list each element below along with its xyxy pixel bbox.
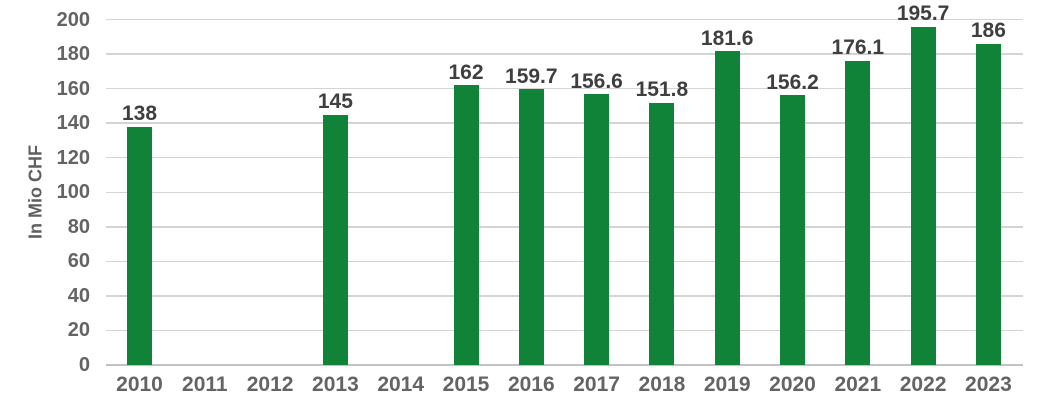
x-tick-label-2017: 2017 — [573, 373, 620, 396]
x-tick-label-2015: 2015 — [442, 373, 490, 396]
x-tick-label-2022: 2022 — [899, 373, 947, 396]
x-axis-line — [106, 364, 1023, 366]
data-label-2019: 181.6 — [700, 26, 754, 50]
data-label-2013: 145 — [317, 90, 353, 113]
y-tick-label: 40 — [67, 284, 90, 307]
y-tick-label: 0 — [78, 354, 90, 376]
bar-2010 — [127, 126, 152, 365]
y-tick-label: 100 — [56, 181, 90, 204]
data-label-2016: 159.7 — [505, 64, 558, 88]
data-label-2018: 151.8 — [635, 78, 689, 102]
y-tick-label: 80 — [67, 215, 90, 238]
y-tick-label: 20 — [67, 319, 90, 342]
gridline — [106, 53, 1023, 55]
x-tick-label-2016: 2016 — [507, 373, 555, 396]
y-tick-label: 60 — [67, 250, 90, 273]
bar-2018 — [649, 102, 675, 365]
y-tick-label: 180 — [56, 43, 90, 66]
y-tick-label: 140 — [56, 112, 90, 135]
bar-2023 — [975, 43, 1001, 365]
gridline — [106, 191, 1023, 193]
gridline — [106, 295, 1023, 297]
x-tick-label-2018: 2018 — [638, 373, 686, 396]
bar-2020 — [780, 95, 805, 365]
data-label-2021: 176.1 — [831, 36, 885, 60]
data-label-2020: 156.2 — [766, 70, 819, 94]
data-label-2010: 138 — [121, 102, 158, 126]
x-tick-label-2013: 2013 — [312, 373, 359, 396]
gridline — [106, 260, 1023, 263]
y-tick-label: 160 — [56, 77, 90, 100]
bar-2013 — [322, 114, 348, 365]
gridline — [106, 87, 1023, 90]
bar-2019 — [714, 51, 740, 365]
gridline — [106, 329, 1023, 332]
data-label-2022: 195.7 — [896, 2, 950, 26]
gridline — [106, 122, 1023, 124]
data-label-2015: 162 — [448, 60, 484, 84]
bar-2015 — [453, 85, 479, 365]
y-tick-label: 200 — [56, 8, 90, 31]
x-tick-label-2019: 2019 — [703, 373, 751, 396]
x-tick-label-2020: 2020 — [769, 373, 816, 396]
bar-2016 — [518, 89, 544, 365]
data-label-2023: 186 — [970, 19, 1006, 43]
bar-2022 — [910, 26, 936, 365]
y-tick-label: 120 — [56, 146, 90, 169]
gridline — [106, 18, 1023, 21]
x-tick-label-2011: 2011 — [182, 373, 228, 396]
x-tick-label-2010: 2010 — [116, 373, 163, 396]
gridline — [106, 226, 1023, 228]
gridline — [106, 156, 1023, 159]
bar-2021 — [845, 60, 871, 365]
x-tick-label-2014: 2014 — [377, 373, 425, 396]
data-label-2017: 156.6 — [570, 69, 623, 93]
x-tick-label-2021: 2021 — [834, 373, 882, 396]
x-tick-label-2012: 2012 — [246, 373, 294, 396]
bar-2017 — [584, 94, 610, 365]
x-tick-label-2023: 2023 — [965, 373, 1012, 396]
